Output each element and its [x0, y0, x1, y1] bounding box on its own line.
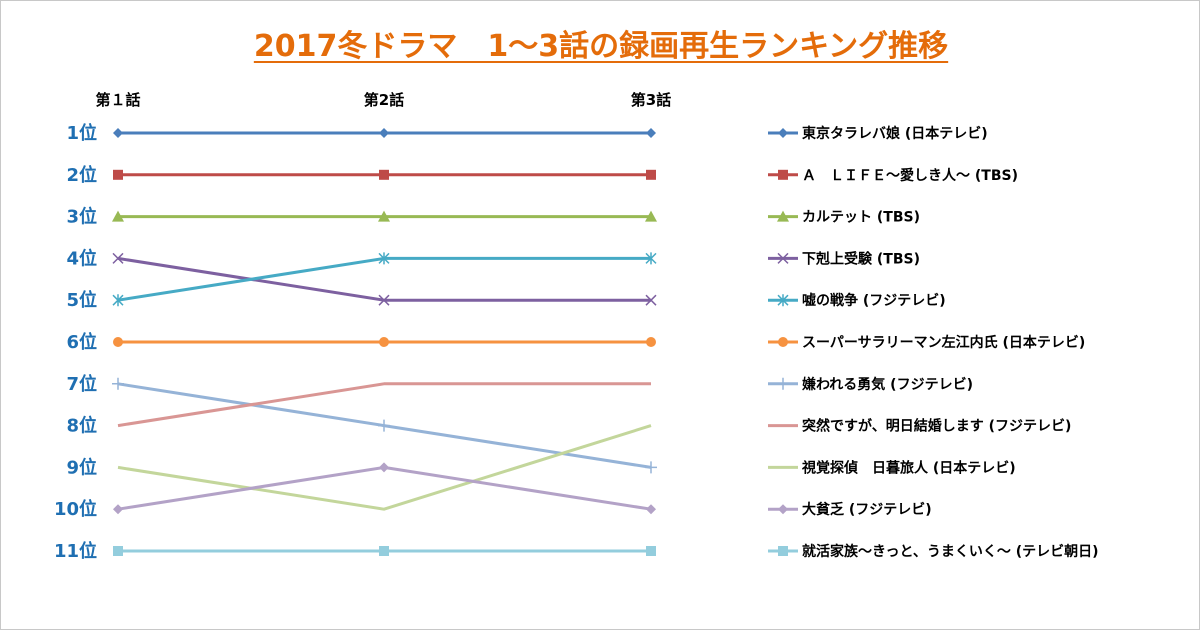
series-group — [113, 337, 656, 347]
data-point — [378, 419, 390, 432]
rank-label: 3位 — [66, 206, 97, 228]
data-point — [378, 294, 390, 306]
data-point — [113, 169, 123, 180]
series-line — [117, 382, 651, 428]
episode-label: 第3話 — [631, 91, 671, 109]
data-point — [112, 252, 124, 264]
rank-label: 1位 — [66, 122, 97, 144]
series-group — [117, 424, 652, 511]
legend-entry: カルテット (TBS) — [768, 210, 920, 226]
data-point — [777, 252, 789, 264]
data-point — [113, 546, 123, 556]
chart-title: 2017冬ドラマ 1～3話の録画再生ランキング推移 — [254, 29, 948, 64]
legend-label: 東京タラレバ娘 (日本テレビ) — [802, 125, 988, 142]
episode-labels: 第１話 第2話 第3話 — [95, 91, 671, 109]
series-group — [113, 546, 656, 556]
data-point — [777, 210, 789, 222]
rank-label: 7位 — [66, 373, 97, 395]
data-point — [645, 210, 657, 222]
series-group — [112, 252, 657, 306]
data-point — [113, 128, 123, 138]
rank-label: 8位 — [66, 415, 97, 437]
series-group — [113, 169, 656, 180]
data-point — [777, 377, 789, 390]
data-point — [378, 252, 390, 265]
legend-label: 嘘の戦争 (フジテレビ) — [802, 292, 946, 309]
series-group — [112, 377, 657, 474]
legend-label: 視覚探偵 日暮旅人 (日本テレビ) — [801, 459, 1016, 476]
data-point — [113, 337, 123, 347]
legend-entry: 視覚探偵 日暮旅人 (日本テレビ) — [768, 459, 1016, 476]
legend-entry: 嘘の戦争 (フジテレビ) — [768, 292, 946, 309]
legend-entry: 就活家族～きっと、うまくいく～ (テレビ朝日) — [768, 543, 1099, 560]
data-point — [778, 504, 788, 515]
data-point — [379, 128, 389, 138]
series-line — [117, 256, 651, 302]
legend-label: カルテット (TBS) — [802, 210, 920, 226]
rank-label: 11位 — [54, 540, 97, 562]
legend-label: 就活家族～きっと、うまくいく～ (テレビ朝日) — [802, 543, 1099, 560]
data-point — [379, 337, 389, 347]
data-point — [778, 337, 788, 347]
data-point — [112, 377, 124, 390]
legend-label: 大貧乏 (フジテレビ) — [802, 501, 932, 518]
data-point — [778, 169, 788, 180]
rank-label: 9位 — [66, 456, 97, 478]
data-point — [113, 504, 123, 515]
rank-label: 6位 — [66, 331, 97, 353]
series-group — [112, 210, 657, 222]
series-group — [113, 128, 656, 138]
data-point — [645, 461, 657, 474]
rank-label: 4位 — [66, 247, 97, 269]
data-point — [646, 504, 656, 515]
episode-label: 第１話 — [95, 91, 140, 109]
data-point — [778, 546, 788, 556]
data-point — [778, 128, 788, 138]
series-lines — [112, 128, 657, 556]
data-point — [378, 210, 390, 222]
series-line — [117, 424, 652, 511]
rank-label: 2位 — [66, 164, 97, 186]
data-point — [777, 294, 789, 307]
legend-entry: 下剋上受験 (TBS) — [768, 250, 920, 267]
data-point — [112, 294, 124, 307]
data-point — [379, 546, 389, 556]
rank-label: 5位 — [66, 289, 97, 311]
legend-entry: 東京タラレバ娘 (日本テレビ) — [768, 125, 988, 142]
legend-entry: 大貧乏 (フジテレビ) — [768, 501, 932, 518]
legend-label: スーパーサラリーマン左江内氏 (日本テレビ) — [802, 334, 1085, 351]
episode-label: 第2話 — [364, 91, 404, 109]
data-point — [646, 337, 656, 347]
data-point — [646, 128, 656, 138]
series-group — [117, 382, 651, 428]
legend-entry: Ａ ＬＩＦＥ～愛しき人～ (TBS) — [768, 167, 1018, 184]
legend-entry: スーパーサラリーマン左江内氏 (日本テレビ) — [768, 334, 1085, 351]
data-point — [379, 462, 389, 473]
legend-entry: 嫌われる勇気 (フジテレビ) — [768, 376, 973, 393]
series-line — [117, 256, 651, 302]
rank-labels: 1位 2位 3位 4位 5位 6位 7位 8位 9位 10位 11位 — [54, 122, 97, 562]
data-point — [379, 169, 389, 180]
series-group — [112, 252, 657, 307]
data-point — [645, 252, 657, 265]
legend-label: 下剋上受験 (TBS) — [802, 250, 920, 267]
series-group — [113, 462, 656, 515]
legend-label: Ａ ＬＩＦＥ～愛しき人～ (TBS) — [802, 167, 1018, 184]
data-point — [645, 294, 657, 306]
legend-label: 嫌われる勇気 (フジテレビ) — [802, 376, 973, 393]
legend-entry: 突然ですが、明日結婚します (フジテレビ) — [768, 418, 1071, 435]
data-point — [112, 210, 124, 222]
data-point — [646, 169, 656, 180]
series-line — [117, 465, 652, 511]
legend-label: 突然ですが、明日結婚します (フジテレビ) — [802, 418, 1071, 435]
legend: 東京タラレバ娘 (日本テレビ) Ａ ＬＩＦＥ～愛しき人～ (TBS) カルテット (… — [768, 125, 1099, 560]
rank-label: 10位 — [54, 498, 97, 520]
data-point — [646, 546, 656, 556]
